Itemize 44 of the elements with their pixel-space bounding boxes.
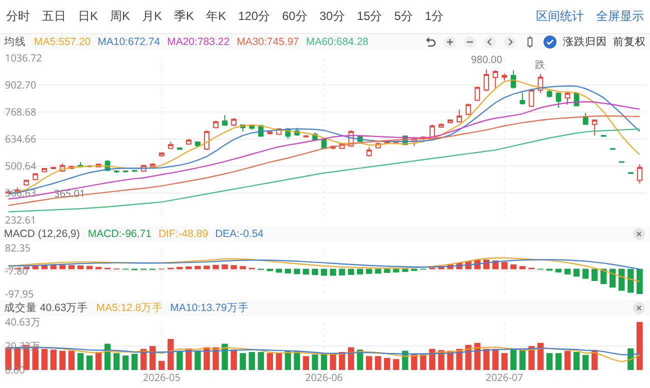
y-tick-label: 1036.72 bbox=[5, 50, 42, 64]
annotation: 跌 bbox=[535, 57, 545, 71]
text: 15分 bbox=[356, 8, 382, 25]
chart-title: 均线 bbox=[4, 35, 26, 49]
text: 分时 bbox=[6, 8, 30, 25]
text: 前复权 bbox=[613, 35, 646, 49]
text: MA60:684.28 bbox=[306, 36, 368, 48]
x-tick-label: 2026-05 bbox=[142, 370, 181, 384]
text: 五日 bbox=[42, 8, 66, 25]
y-tick-label: 634.66 bbox=[5, 132, 36, 146]
y-tick-label: 768.68 bbox=[5, 104, 36, 118]
text: 涨跌归因 bbox=[563, 35, 607, 49]
y-tick-label: 500.64 bbox=[5, 158, 36, 172]
text: MACD:-96.71 bbox=[88, 228, 152, 240]
text: 年K bbox=[206, 8, 226, 25]
series-label: DEA:-0.54 bbox=[215, 228, 264, 240]
text: 60分 bbox=[282, 8, 308, 25]
text: 月K bbox=[142, 8, 162, 25]
text: 季K bbox=[174, 8, 194, 25]
series-label: DIF:-48.89 bbox=[158, 228, 208, 240]
text: 全屏显示 bbox=[596, 8, 644, 25]
y-tick-label: 40.63万 bbox=[5, 314, 40, 328]
text: 30分 bbox=[319, 8, 345, 25]
text: 120分 bbox=[238, 8, 270, 25]
y-tick-label: 82.35 bbox=[5, 240, 31, 254]
text: 日K bbox=[78, 8, 98, 25]
text: MA10:13.79万手 bbox=[170, 301, 249, 315]
x-tick-label: 2026-07 bbox=[486, 370, 524, 384]
chart-title: MACD (12,26,9) bbox=[4, 228, 80, 240]
y-tick-label: 232.61 bbox=[5, 212, 36, 226]
y-tick-label: 902.70 bbox=[5, 78, 36, 92]
text: MA5:557.20 bbox=[34, 36, 91, 48]
text: MA5:12.8万手 bbox=[96, 301, 164, 315]
text: MA20:783.22 bbox=[167, 36, 230, 48]
annotation: 980.00 bbox=[471, 52, 502, 66]
text: MA30:745.97 bbox=[236, 36, 300, 48]
text: 区间统计 bbox=[536, 8, 584, 25]
chart-title: 成交量 40.63万手 bbox=[4, 301, 88, 315]
text: 周K bbox=[110, 8, 130, 25]
text: MA10:672.74 bbox=[98, 36, 160, 48]
text: 5分 bbox=[394, 8, 413, 25]
y-tick-label: -97.95 bbox=[5, 286, 34, 300]
text: 1分 bbox=[424, 8, 444, 25]
x-tick-label: 2026-06 bbox=[305, 370, 344, 384]
